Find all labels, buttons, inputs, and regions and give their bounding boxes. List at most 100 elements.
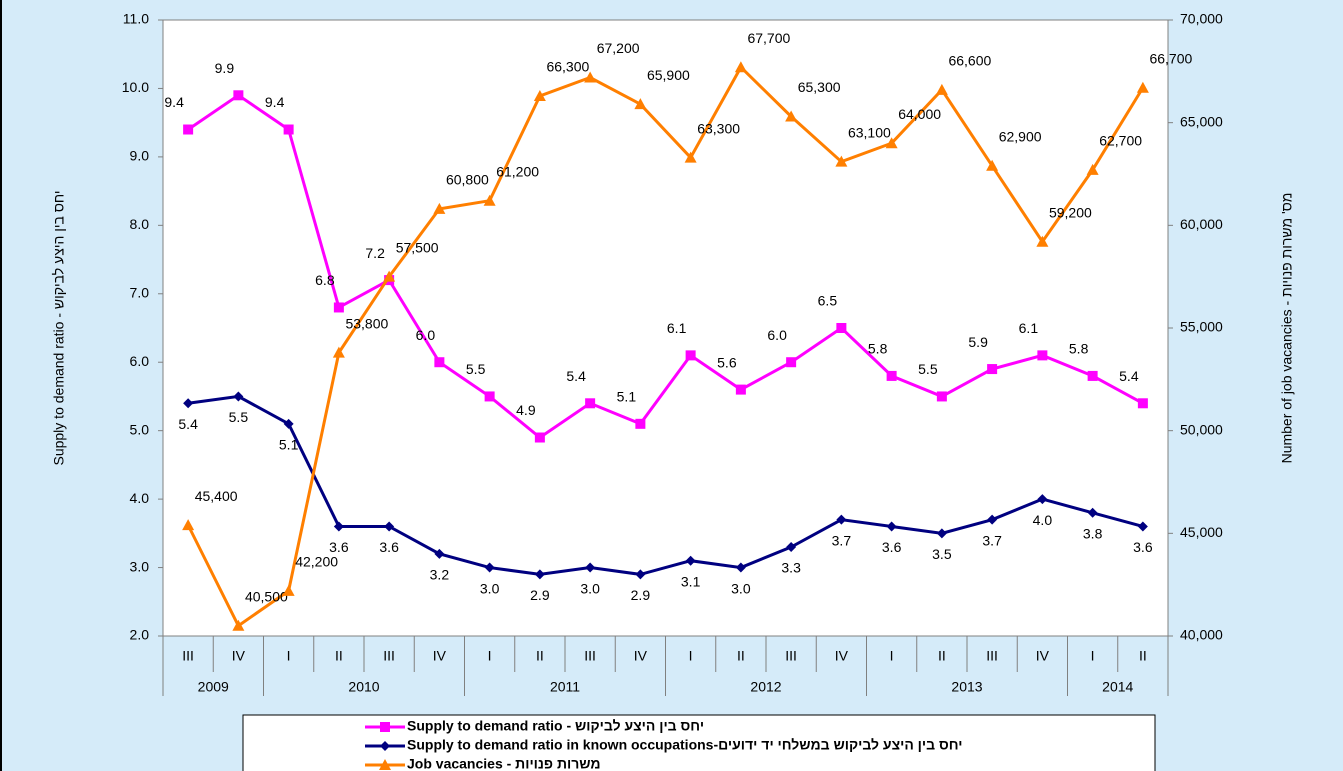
data-label: 6.5 xyxy=(818,293,838,309)
data-point xyxy=(585,398,596,409)
data-point xyxy=(183,124,194,135)
y-tick-label: 9.0 xyxy=(130,148,150,164)
data-point xyxy=(434,548,445,559)
data-point xyxy=(785,110,798,122)
data-label: 3.2 xyxy=(430,567,450,583)
data-point xyxy=(1137,521,1148,532)
data-label: 6.0 xyxy=(416,327,436,343)
data-point xyxy=(836,514,847,525)
x-tick-label: III xyxy=(584,648,596,664)
y-tick-label: 2.0 xyxy=(130,627,150,643)
x-tick-label: I xyxy=(287,648,291,664)
data-point xyxy=(885,137,898,149)
data-point xyxy=(282,584,295,596)
data-label: 67,700 xyxy=(747,30,790,46)
y-tick-label: 5.0 xyxy=(130,421,150,437)
data-label: 3.6 xyxy=(329,539,349,555)
data-label: 3.6 xyxy=(1133,539,1153,555)
x-tick-label: IV xyxy=(1036,648,1050,664)
legend-label: Supply to demand ratio in known occupati… xyxy=(407,737,963,753)
data-label: 59,200 xyxy=(1049,204,1092,220)
y2-tick-label: 70,000 xyxy=(1180,11,1223,27)
plot-area xyxy=(162,19,1169,637)
data-point xyxy=(1086,163,1099,175)
data-label: 3.6 xyxy=(379,539,399,555)
data-point xyxy=(735,384,746,395)
data-point xyxy=(1137,398,1148,409)
data-point xyxy=(483,194,496,206)
y-tick-label: 7.0 xyxy=(130,284,150,300)
data-label: 61,200 xyxy=(496,163,539,179)
data-label: 9.4 xyxy=(265,94,285,110)
data-label: 2.9 xyxy=(530,587,550,603)
x-tick-label: IV xyxy=(835,648,849,664)
data-point xyxy=(484,391,495,402)
data-point xyxy=(183,398,194,409)
data-label: 5.5 xyxy=(918,361,938,377)
data-label: 65,900 xyxy=(647,67,690,83)
data-point xyxy=(936,528,947,539)
data-point xyxy=(635,418,646,429)
data-point xyxy=(684,151,697,163)
x-tick-label: IV xyxy=(634,648,648,664)
data-label: 66,300 xyxy=(546,59,589,75)
data-label: 3.0 xyxy=(480,580,500,596)
x-group-label: 2011 xyxy=(550,679,580,695)
y-tick-label: 3.0 xyxy=(130,558,150,574)
data-point xyxy=(283,418,294,429)
data-point xyxy=(634,98,647,110)
y-tick-label: 4.0 xyxy=(130,490,150,506)
data-label: 63,300 xyxy=(697,120,740,136)
data-label: 64,000 xyxy=(898,106,941,122)
series-line xyxy=(186,64,1145,628)
data-label: 63,100 xyxy=(848,124,891,140)
data-label: 5.4 xyxy=(178,416,198,432)
legend xyxy=(242,714,1156,771)
data-point xyxy=(333,302,344,313)
series-line xyxy=(187,394,1144,576)
data-point xyxy=(987,514,998,525)
data-point xyxy=(886,521,897,532)
data-label: 5.9 xyxy=(968,334,988,350)
data-label: 7.2 xyxy=(365,245,385,261)
data-label: 65,300 xyxy=(798,79,841,95)
y-tick-label: 8.0 xyxy=(130,216,150,232)
data-label: 6.1 xyxy=(667,320,687,336)
data-label: 3.7 xyxy=(832,532,852,548)
data-point xyxy=(1036,235,1049,247)
data-label: 6.8 xyxy=(315,272,335,288)
data-point xyxy=(333,521,344,532)
y2-tick-label: 65,000 xyxy=(1180,113,1223,129)
y2-axis-title: Number of job vacancies - מס' משרות פנוי… xyxy=(1279,193,1295,464)
data-label: 3.3 xyxy=(781,560,801,576)
data-point xyxy=(384,521,395,532)
data-label: 60,800 xyxy=(446,172,489,188)
data-point xyxy=(987,364,998,375)
data-label: 67,200 xyxy=(597,40,640,56)
data-point xyxy=(786,542,797,553)
y2-tick-label: 45,000 xyxy=(1180,524,1223,540)
x-group-label: 2012 xyxy=(750,679,781,695)
data-point xyxy=(584,71,597,83)
data-point xyxy=(534,432,545,443)
legend-marker xyxy=(380,722,390,732)
data-point xyxy=(233,90,244,101)
x-tick-label: II xyxy=(737,648,745,664)
y2-tick-label: 55,000 xyxy=(1180,319,1223,335)
y2-tick-label: 40,000 xyxy=(1180,627,1223,643)
x-tick-label: III xyxy=(785,648,797,664)
legend-marker xyxy=(380,741,390,751)
data-point xyxy=(383,270,396,282)
y2-tick-label: 50,000 xyxy=(1180,421,1223,437)
data-label: 5.1 xyxy=(279,437,299,453)
data-point xyxy=(585,562,596,573)
series-line xyxy=(187,93,1144,440)
legend-label: Job vacancies - משרות פנויות xyxy=(407,756,601,771)
data-point xyxy=(685,555,696,566)
data-label: 5.4 xyxy=(566,368,586,384)
x-tick-label: I xyxy=(1091,648,1095,664)
data-point xyxy=(534,569,545,580)
data-label: 42,200 xyxy=(295,554,338,570)
